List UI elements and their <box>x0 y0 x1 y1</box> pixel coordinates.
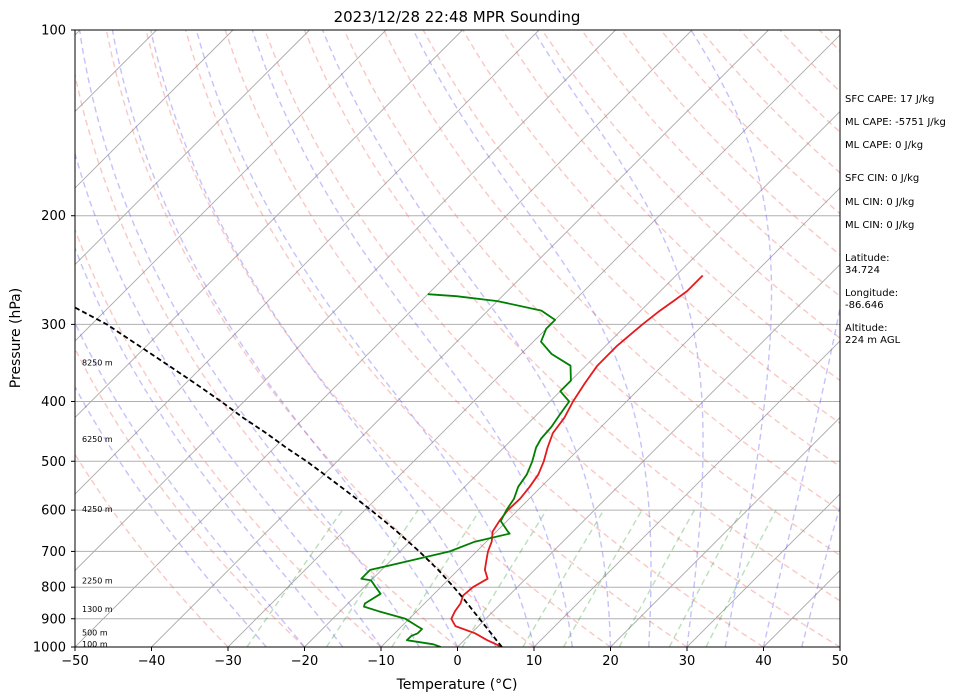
mixing-ratio-line <box>618 509 696 647</box>
sounding-traces <box>75 274 704 647</box>
isotherm-line <box>380 187 840 647</box>
dry-adiabat <box>75 227 382 647</box>
info-annotation: Longitude: <box>845 288 898 299</box>
moist-adiabat <box>321 30 612 647</box>
y-tick-label: 900 <box>41 612 66 627</box>
dewpoint-trace <box>360 293 572 647</box>
isotherm-line <box>75 30 693 647</box>
x-axis-ticks: −50 −40 −30 −20 −10 0 10 20 30 40 50 <box>61 647 848 669</box>
x-tick-label: −40 <box>138 654 165 669</box>
y-tick-label: 400 <box>41 395 66 410</box>
height-label: 8250 m <box>82 359 113 368</box>
isotherm-line <box>151 30 769 647</box>
chart-title: 2023/12/28 22:48 MPR Sounding <box>334 8 581 26</box>
dry-adiabat <box>382 30 840 512</box>
height-label: 4250 m <box>82 505 113 514</box>
mixing-ratio-line <box>668 509 743 647</box>
isotherm-line <box>75 30 463 419</box>
info-annotation: ML CIN: 0 J/kg <box>845 197 914 208</box>
sounding-info-panel: SFC CAPE: 17 J/kg ML CAPE: -5751 J/kg ML C… <box>845 94 946 346</box>
info-annotation: 224 m AGL <box>845 335 901 346</box>
dry-adiabat <box>184 30 688 647</box>
info-annotation: ML CAPE: 0 J/kg <box>845 140 923 151</box>
x-tick-label: 50 <box>832 654 849 669</box>
moist-adiabat <box>150 30 497 647</box>
y-tick-label: 500 <box>41 455 66 470</box>
info-annotation: 34.724 <box>845 265 880 276</box>
background-reference-lines <box>75 30 840 647</box>
y-tick-label: 200 <box>41 209 66 224</box>
mixing-ratio-line <box>461 509 548 647</box>
y-axis-label: Pressure (hPa) <box>8 288 24 388</box>
mixing-ratio-line <box>562 509 643 647</box>
moist-adiabat <box>251 30 573 647</box>
moist-adiabat <box>690 30 773 647</box>
moist-adiabat <box>75 246 344 647</box>
isotherm-line <box>75 30 540 495</box>
isotherm-line <box>304 110 840 647</box>
x-tick-label: 30 <box>679 654 696 669</box>
info-annotation: ML CAPE: -5751 J/kg <box>845 117 946 128</box>
isotherm-line <box>610 416 840 647</box>
moist-adiabat <box>762 304 840 647</box>
mixing-ratio-line <box>522 509 605 647</box>
isotherm-line <box>75 30 387 342</box>
info-annotation: SFC CAPE: 17 J/kg <box>845 94 934 105</box>
info-annotation: Altitude: <box>845 323 887 334</box>
isotherm-line <box>533 340 840 647</box>
parcel-path-trace <box>75 306 503 647</box>
moist-adiabat <box>532 30 704 647</box>
moist-adiabat <box>412 30 652 647</box>
height-label: 500 m <box>82 629 108 638</box>
dry-adiabat <box>75 347 305 647</box>
x-tick-label: 10 <box>526 654 543 669</box>
moist-adiabat <box>801 504 840 647</box>
x-tick-label: −30 <box>214 654 241 669</box>
y-tick-label: 700 <box>41 545 66 560</box>
isotherm-line <box>457 263 840 647</box>
y-tick-label: 1000 <box>33 641 66 656</box>
isotherm-line <box>227 34 840 647</box>
mixing-ratio-line <box>325 509 419 647</box>
isotherm-line <box>686 493 840 647</box>
height-label: 100 m <box>82 640 108 649</box>
moist-adiabat <box>75 151 382 647</box>
isotherm-line <box>75 30 234 189</box>
isotherm-line <box>75 30 310 266</box>
x-tick-label: 40 <box>755 654 772 669</box>
height-labels: 100 m 500 m 1300 m 2250 m 4250 m 6250 m 8250 m <box>82 359 113 649</box>
isotherm-line <box>75 30 616 572</box>
info-annotation: -86.646 <box>845 300 884 311</box>
y-tick-label: 300 <box>41 318 66 333</box>
moist-adiabat <box>78 30 420 647</box>
x-tick-label: 0 <box>453 654 461 669</box>
info-annotation: ML CIN: 0 J/kg <box>845 220 914 231</box>
x-tick-label: 20 <box>602 654 619 669</box>
y-tick-label: 600 <box>41 504 66 519</box>
dry-adiabat <box>75 71 458 647</box>
y-tick-label: 100 <box>41 24 66 39</box>
dry-adiabat <box>581 30 840 298</box>
moist-adiabat <box>111 30 459 647</box>
x-tick-label: −20 <box>291 654 318 669</box>
y-tick-label: 800 <box>41 581 66 596</box>
height-label: 1300 m <box>82 605 113 614</box>
x-axis-label: Temperature (°C) <box>396 677 518 693</box>
dry-adiabat <box>145 30 611 647</box>
mixing-ratio-line <box>705 509 777 647</box>
mixing-ratio-line <box>246 509 344 647</box>
dry-adiabat <box>264 30 840 647</box>
dry-adiabat <box>343 30 840 557</box>
info-annotation: SFC CIN: 0 J/kg <box>845 173 919 184</box>
x-tick-label: −50 <box>61 654 88 669</box>
x-tick-label: −10 <box>367 654 394 669</box>
info-annotation: Latitude: <box>845 253 890 264</box>
y-axis-ticks: 100 200 300 400 500 600 700 800 900 1000 <box>33 24 75 656</box>
height-label: 6250 m <box>82 435 113 444</box>
moist-adiabat <box>195 30 535 647</box>
dry-adiabat <box>105 30 535 647</box>
height-label: 2250 m <box>82 576 113 585</box>
mixing-ratio-line <box>391 509 481 647</box>
